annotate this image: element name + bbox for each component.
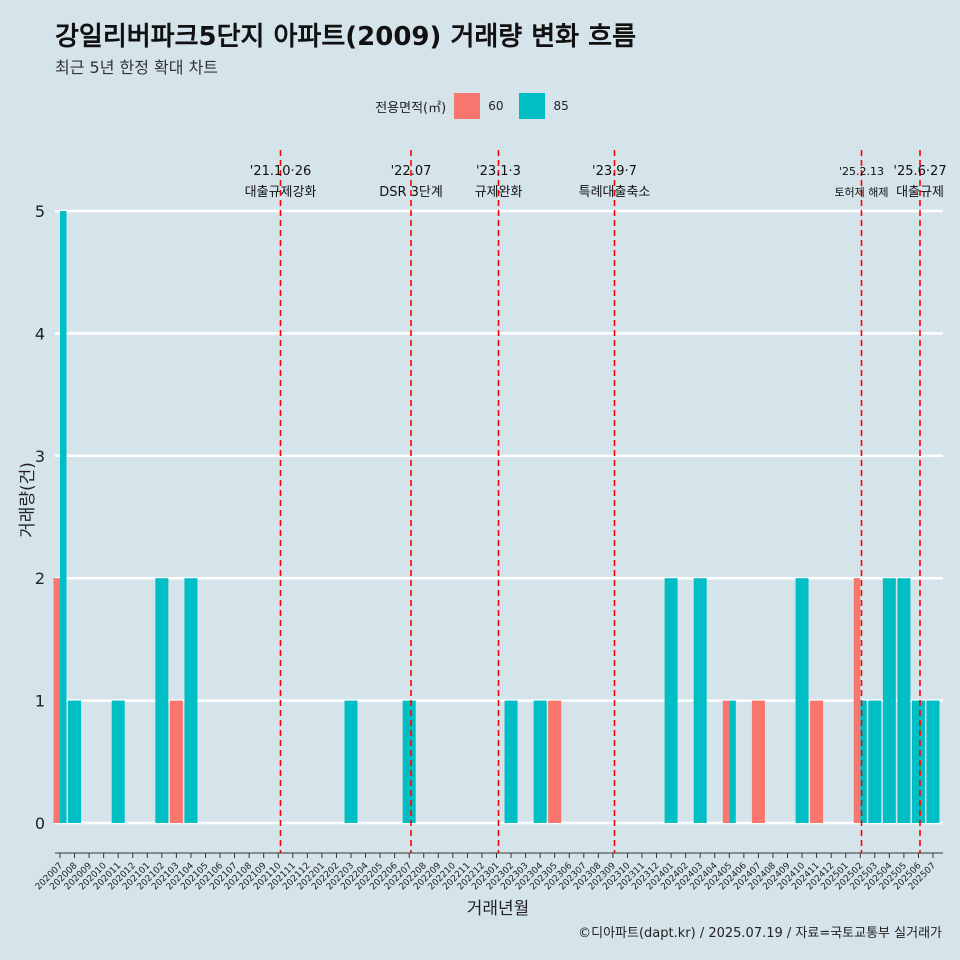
- bar-60-202007: [53, 578, 60, 823]
- event-date-label: '23.1·3: [476, 164, 521, 179]
- bar-60-202407: [751, 700, 765, 823]
- legend-title: 전용면적(㎡): [375, 100, 447, 116]
- event-label: 대출규제강화: [245, 185, 317, 200]
- x-axis-label: 거래년월: [467, 899, 530, 919]
- y-tick-label: 2: [35, 569, 45, 588]
- event-label: 토허제 해제: [834, 185, 888, 199]
- bar-85-202507: [926, 700, 940, 823]
- caption: ©디아파트(dapt.kr) / 2025.07.19 / 자료=국토교통부 실…: [578, 926, 942, 941]
- bar-60-202502: [853, 578, 861, 823]
- bar-85-202405: [729, 700, 736, 823]
- event-date-label: '22.07: [391, 164, 432, 179]
- event-label: 규제완화: [475, 185, 523, 200]
- bar-85-202207: [402, 700, 416, 823]
- y-tick-label: 3: [35, 447, 45, 466]
- bar-85-202203: [344, 700, 358, 823]
- bar-85-202102: [155, 578, 169, 823]
- chart-title: 강일리버파크5단지 아파트(2009) 거래량 변화 흐름: [55, 22, 636, 52]
- bar-60-202103: [169, 700, 183, 823]
- y-tick-label: 4: [35, 324, 45, 343]
- bar-85-202011: [111, 700, 125, 823]
- y-axis-label: 거래량(건): [18, 462, 38, 538]
- legend-label-85: 85: [553, 99, 569, 113]
- bar-85-202304: [533, 700, 547, 823]
- event-lines: '21.10·26 대출규제강화 '22.07 DSR 3단계 '23.1·3 규제완화 '…: [245, 150, 947, 853]
- bar-85-202007: [60, 211, 67, 823]
- bar-85-202505: [897, 578, 911, 823]
- y-axis: 0 1 2 3 4 5: [35, 202, 45, 833]
- event-label: DSR 3단계: [379, 185, 443, 200]
- event-label: 특례대출축소: [579, 185, 651, 200]
- x-axis: 2020072020082020092020102020112020122021…: [34, 852, 943, 892]
- bar-85-202403: [693, 578, 707, 823]
- bar-85-202104: [184, 578, 198, 823]
- bars: [53, 211, 940, 823]
- legend-label-60: 60: [488, 99, 504, 113]
- y-tick-label: 0: [35, 814, 45, 833]
- chart-subtitle: 최근 5년 한정 확대 차트: [55, 58, 219, 77]
- bar-60-202411: [810, 700, 824, 823]
- event-label: 대출규제: [896, 185, 944, 200]
- legend: 전용면적(㎡) 60 85: [0, 93, 960, 119]
- legend-key-85: [519, 93, 546, 119]
- bar-60-202305: [548, 700, 562, 823]
- bar-85-202504: [882, 578, 896, 823]
- bar-85-202008: [68, 700, 82, 823]
- legend-key-60: [454, 93, 481, 119]
- event-date-label: '25.2.13: [839, 165, 884, 178]
- bar-85-202502: [860, 700, 867, 823]
- bar-60-202405: [722, 700, 730, 823]
- y-tick-label: 1: [35, 692, 45, 711]
- y-tick-label: 5: [35, 202, 45, 221]
- event-date-label: '23.9·7: [592, 164, 637, 179]
- bar-85-202506: [911, 700, 925, 823]
- bar-85-202302: [504, 700, 518, 823]
- event-date-label: '25.6·27: [893, 164, 946, 179]
- event-date-label: '21.10·26: [250, 164, 311, 179]
- bar-85-202410: [795, 578, 809, 823]
- bar-85-202401: [664, 578, 678, 823]
- bar-85-202503: [868, 700, 882, 823]
